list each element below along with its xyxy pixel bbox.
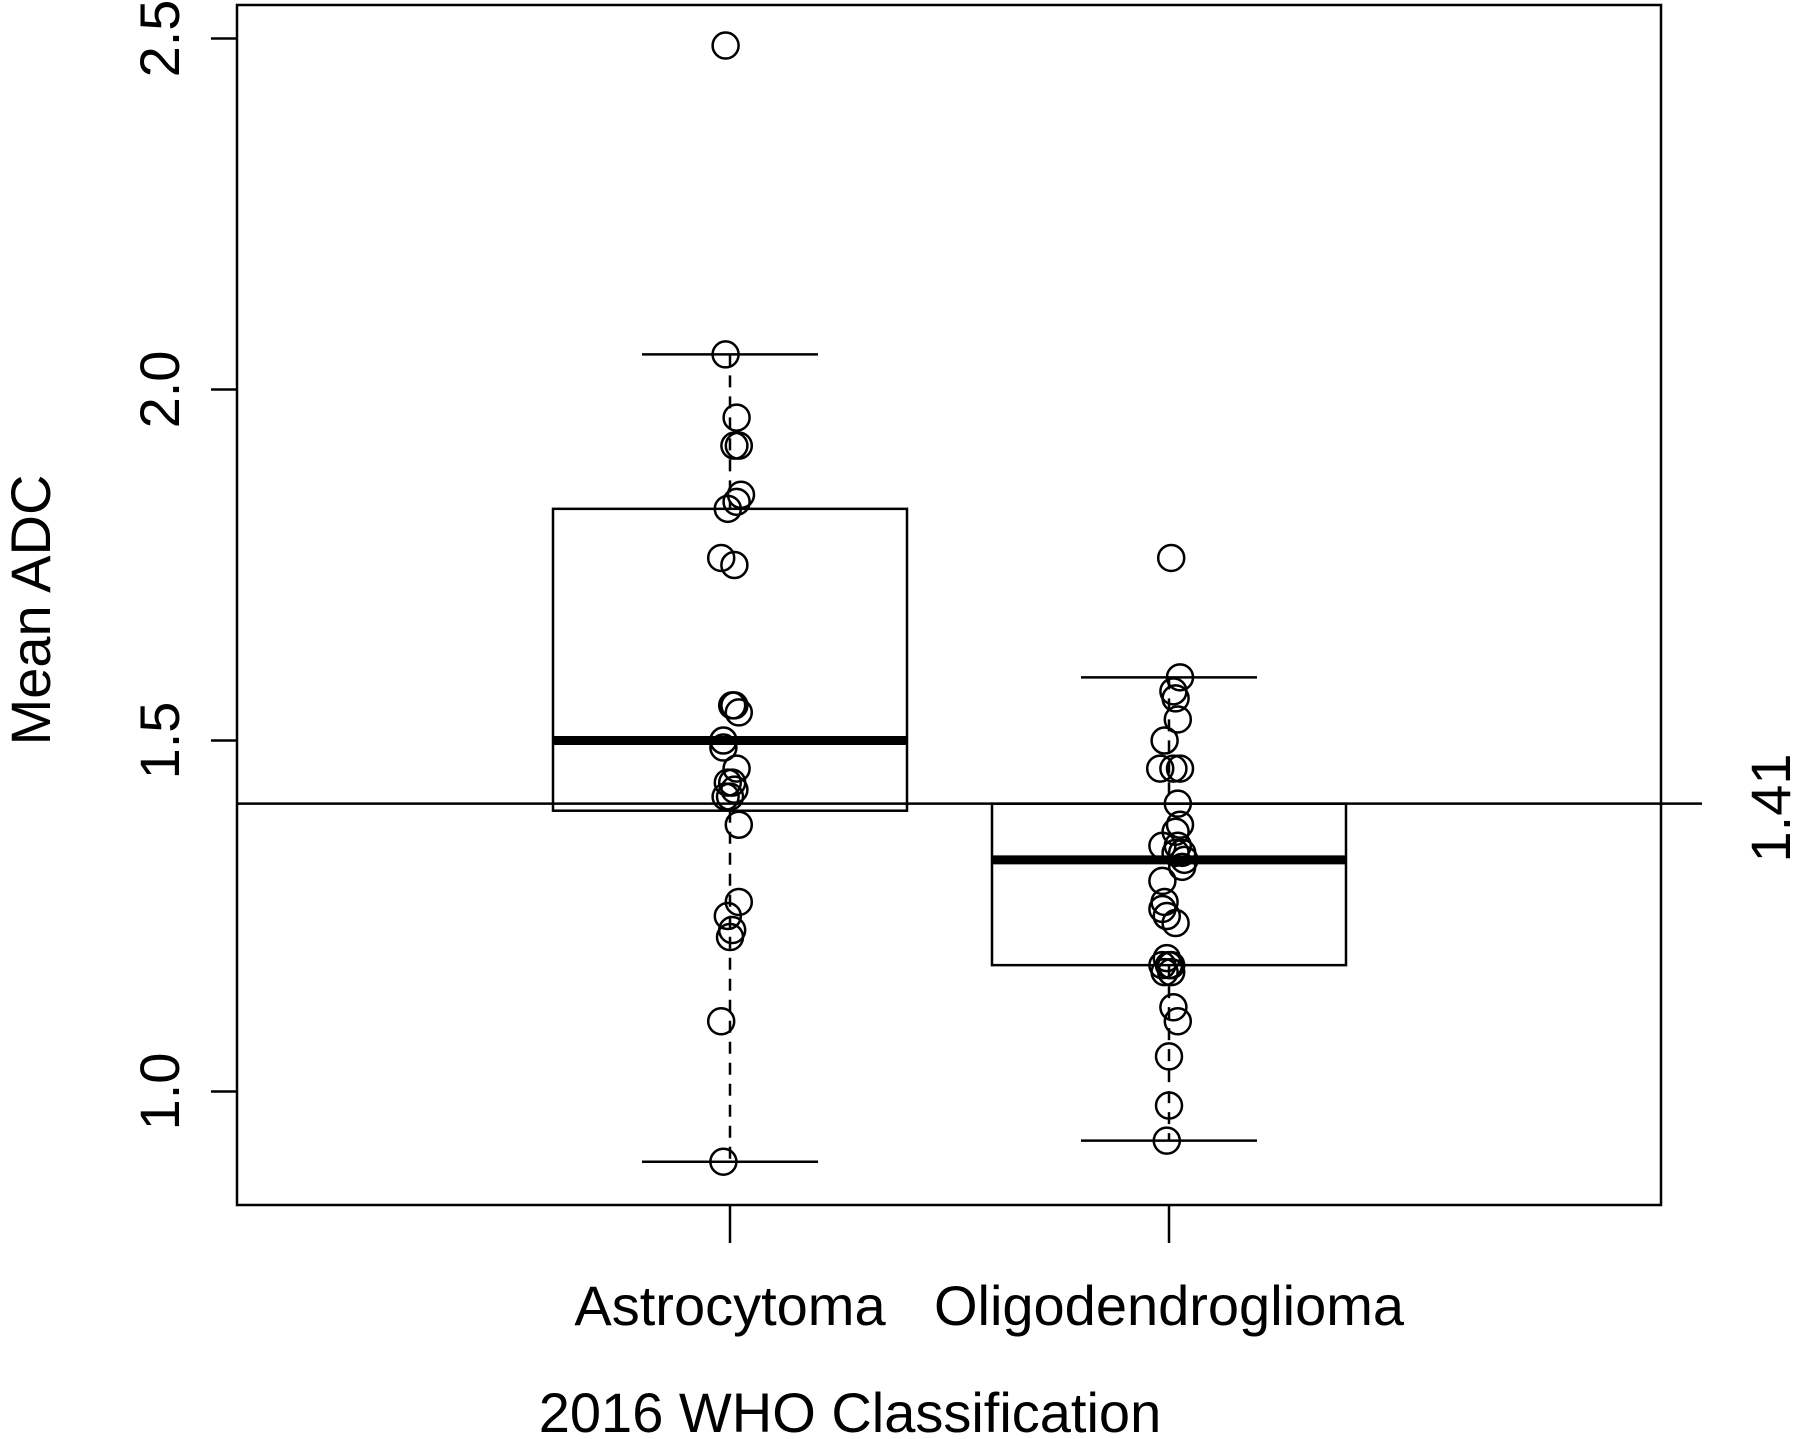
data-point xyxy=(1163,705,1193,734)
plot-frame xyxy=(235,3,1663,1207)
data-point xyxy=(1156,957,1186,987)
data-point xyxy=(724,698,754,727)
data-point xyxy=(715,922,745,952)
x-tick-label: Oligodendroglioma xyxy=(934,1274,1405,1337)
data-point xyxy=(717,691,747,720)
data-point xyxy=(1150,726,1179,755)
data-point xyxy=(1161,838,1190,868)
data-point xyxy=(713,494,743,524)
data-point xyxy=(1161,684,1190,713)
iqr-box xyxy=(990,802,1348,967)
data-point xyxy=(1154,1042,1184,1071)
data-point xyxy=(1165,754,1195,783)
data-point xyxy=(722,487,751,517)
data-point xyxy=(720,691,749,720)
y-tick-label: 1.0 xyxy=(128,1053,191,1131)
data-point xyxy=(1145,754,1175,783)
data-point xyxy=(1150,957,1179,987)
data-point xyxy=(713,768,743,797)
data-point xyxy=(1156,543,1186,573)
data-point xyxy=(1148,831,1177,861)
data-point xyxy=(1165,663,1195,692)
data-point xyxy=(709,1147,738,1176)
data-point xyxy=(1165,810,1195,839)
data-point xyxy=(1163,789,1193,818)
data-point xyxy=(720,775,749,804)
data-point xyxy=(709,733,738,762)
y-tick-label: 1.5 xyxy=(128,702,191,780)
data-point xyxy=(722,754,751,783)
data-point xyxy=(1152,1126,1182,1155)
data-point xyxy=(1148,866,1177,896)
reference-line-label: 1.41 xyxy=(1739,754,1800,863)
data-point xyxy=(724,810,754,839)
data-point xyxy=(720,550,749,580)
data-point xyxy=(1163,1007,1193,1036)
data-point xyxy=(1156,950,1186,980)
y-axis-title: Mean ADC xyxy=(0,475,62,746)
data-point xyxy=(1159,993,1188,1022)
x-tick-label: Astrocytoma xyxy=(574,1274,886,1337)
data-point xyxy=(722,403,751,432)
data-point xyxy=(709,726,738,755)
data-point xyxy=(711,340,740,369)
data-point xyxy=(1159,754,1188,783)
data-point xyxy=(711,31,740,60)
data-point xyxy=(711,782,740,811)
data-point xyxy=(706,1007,736,1036)
data-point xyxy=(1161,908,1190,938)
plot-layer: 1.0 1.5 2.0 2.5 Astrocytoma Oligodendroglioma xyxy=(128,0,1702,1337)
y-tick-label: 2.0 xyxy=(128,351,191,429)
data-point xyxy=(1154,1091,1184,1120)
x-axis-title: 2016 WHO Classification xyxy=(539,1381,1161,1439)
data-point xyxy=(1152,901,1182,931)
y-tick-label: 2.5 xyxy=(128,0,191,77)
data-point xyxy=(724,431,754,460)
data-point xyxy=(706,543,736,573)
data-point xyxy=(1167,852,1197,882)
data-point xyxy=(713,901,743,931)
iqr-box xyxy=(551,507,909,812)
